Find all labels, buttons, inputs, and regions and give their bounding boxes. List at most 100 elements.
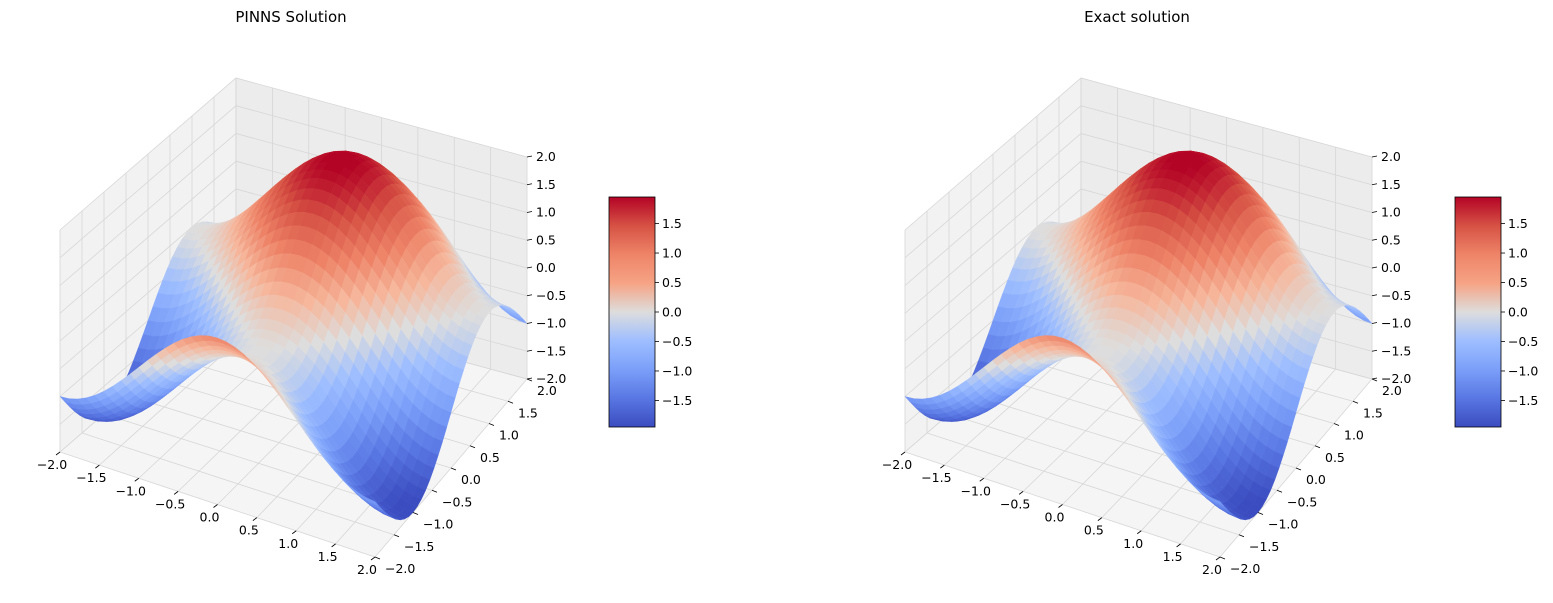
surface-plot — [59, 150, 528, 521]
colorbar-tick-label: 1.0 — [662, 246, 682, 261]
x-tick-label: 1.5 — [1163, 549, 1183, 564]
x-tick — [331, 543, 336, 548]
y-tick — [450, 467, 457, 471]
x-tick — [134, 477, 139, 482]
y-tick-label: −2.0 — [1230, 561, 1260, 576]
x-tick-label: −1.0 — [116, 483, 146, 498]
z-tick-label: −0.5 — [536, 288, 566, 303]
x-tick — [1176, 543, 1181, 548]
z-tick-label: −2.0 — [1381, 371, 1411, 386]
colorbar-tick-label: −1.5 — [1508, 393, 1538, 408]
colorbar-tick-label: −1.5 — [662, 393, 692, 408]
grid-line — [904, 77, 1373, 231]
z-tick-label: −0.5 — [1381, 288, 1411, 303]
z-tick-label: 2.0 — [536, 149, 556, 164]
colorbar-tick-label: 1.0 — [1508, 246, 1528, 261]
colorbar-gradient — [608, 196, 656, 428]
z-tick-label: −1.5 — [1381, 343, 1411, 358]
z-tick — [526, 377, 533, 380]
z-tick — [526, 211, 533, 213]
x-tick-label: 0.5 — [1084, 523, 1104, 538]
y-tick — [1314, 445, 1321, 449]
y-tick-label: −1.5 — [1249, 539, 1279, 554]
x-tick-label: 0.5 — [239, 523, 259, 538]
x-tick — [979, 477, 984, 482]
y-tick-label: 0.0 — [461, 472, 481, 487]
x-tick — [252, 517, 258, 521]
colorbar-tick-label: −0.5 — [662, 334, 692, 349]
y-tick-label: 0.5 — [1325, 450, 1345, 465]
x-tick-label: −0.5 — [155, 496, 185, 511]
x-tick — [1137, 530, 1142, 535]
z-tick — [1371, 377, 1378, 380]
surface-plot — [904, 150, 1373, 521]
x-tick — [173, 491, 179, 495]
y-tick-label: 2.0 — [1382, 383, 1402, 398]
x-tick-label: −0.5 — [1000, 496, 1030, 511]
x-tick-label: 1.0 — [278, 536, 298, 551]
z-tick-label: 1.5 — [536, 177, 556, 192]
z-tick-label: 0.5 — [536, 232, 556, 247]
x-tick — [1018, 491, 1024, 495]
y-tick — [412, 512, 419, 515]
y-tick — [1371, 378, 1378, 382]
y-tick — [1276, 489, 1283, 493]
z-tick-label: −1.0 — [1381, 316, 1411, 331]
colorbar-tick-label: 0.5 — [1508, 275, 1528, 290]
z-tick — [1371, 211, 1378, 213]
y-tick — [469, 445, 476, 449]
y-tick-label: −0.5 — [442, 494, 472, 509]
z-tick — [526, 322, 533, 324]
y-tick — [393, 534, 400, 538]
y-tick — [488, 423, 495, 426]
x-tick-label: 0.0 — [200, 510, 220, 525]
chart-title: PINNS Solution — [235, 8, 346, 26]
colorbar-gradient — [1454, 196, 1502, 428]
colorbar-tick-label: 1.5 — [1508, 216, 1528, 231]
z-tick — [1371, 238, 1378, 241]
x-tick — [1058, 504, 1063, 508]
z-tick-label: −2.0 — [536, 371, 566, 386]
x-tick — [1215, 556, 1221, 561]
y-tick — [526, 378, 533, 382]
colorbar: −1.5 −1.0 −0.5 0.0 0.5 1.0 1.5 — [1454, 196, 1538, 428]
x-tick — [95, 464, 100, 469]
x-tick-label: 2.0 — [357, 562, 377, 577]
y-tick-label: −1.0 — [423, 517, 453, 532]
y-tick — [1219, 556, 1226, 560]
y-tick-label: −2.0 — [385, 561, 415, 576]
surface-patch — [366, 497, 380, 507]
z-tick — [526, 183, 533, 186]
x-tick — [213, 504, 218, 508]
z-tick-label: 0.0 — [536, 260, 556, 275]
x-tick-label: −2.0 — [882, 457, 912, 472]
y-tick — [1257, 512, 1264, 515]
x-tick-label: −1.5 — [76, 470, 106, 485]
y-tick — [507, 400, 514, 404]
z-tick — [1371, 294, 1378, 297]
y-tick-label: 0.0 — [1306, 472, 1326, 487]
y-tick-label: −0.5 — [1287, 494, 1317, 509]
z-tick — [1371, 155, 1378, 158]
colorbar-tick-label: 0.0 — [1508, 305, 1528, 320]
x-tick-label: 1.5 — [318, 549, 338, 564]
z-tick-label: 2.0 — [1381, 149, 1401, 164]
x-tick-label: 1.0 — [1123, 536, 1143, 551]
chart-title: Exact solution — [1084, 8, 1190, 26]
x-tick-label: 0.0 — [1045, 510, 1065, 525]
z-tick-label: 0.5 — [1381, 232, 1401, 247]
x-tick — [55, 451, 61, 456]
z-tick — [526, 155, 533, 158]
y-tick-label: 1.5 — [518, 405, 538, 420]
z-tick-label: −1.0 — [536, 316, 566, 331]
y-tick-label: 1.0 — [499, 428, 519, 443]
z-tick — [1371, 266, 1378, 269]
y-tick-label: −1.0 — [1268, 517, 1298, 532]
x-tick — [940, 464, 945, 469]
y-tick-label: 1.5 — [1363, 405, 1383, 420]
z-tick — [526, 349, 533, 352]
z-tick — [1371, 183, 1378, 186]
y-tick — [1295, 467, 1302, 471]
z-tick-label: 1.5 — [1381, 177, 1401, 192]
y-tick — [374, 556, 381, 560]
